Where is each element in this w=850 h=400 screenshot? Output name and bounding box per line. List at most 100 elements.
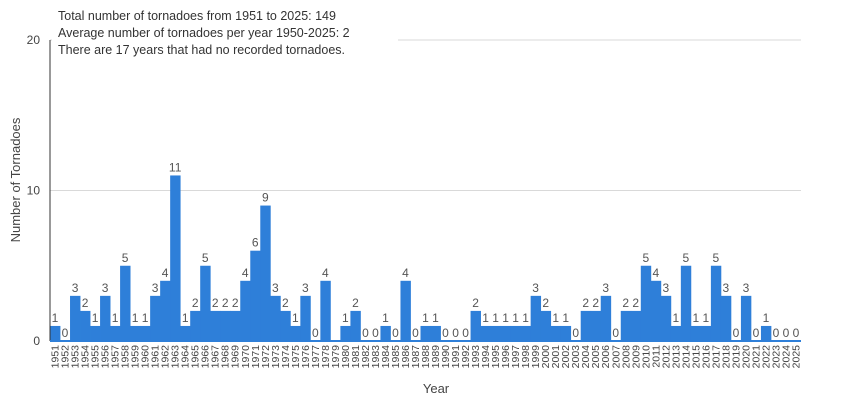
bar [490, 325, 501, 341]
x-tick-label: 1969 [230, 345, 242, 369]
bar [500, 325, 512, 341]
x-axis-title: Year [423, 381, 450, 396]
data-label: 3 [662, 281, 669, 295]
x-tick-label: 2022 [760, 345, 772, 369]
bar [740, 295, 752, 341]
bar [350, 310, 361, 341]
data-label: 0 [392, 326, 399, 340]
x-tick-label: 2005 [590, 345, 602, 369]
x-tick-label: 2007 [610, 345, 622, 369]
x-tick-label: 1988 [420, 345, 432, 369]
x-tick-label: 2004 [580, 345, 592, 369]
data-label: 4 [652, 266, 659, 280]
data-label: 3 [743, 281, 750, 295]
x-tick-label: 1958 [120, 345, 132, 369]
x-tick-label: 1957 [110, 345, 122, 369]
x-tick-label: 1999 [530, 345, 542, 369]
data-label: 3 [272, 281, 279, 295]
bar [580, 310, 592, 341]
x-tick-label: 1973 [270, 345, 282, 369]
data-label: 4 [322, 266, 329, 280]
bar [620, 310, 632, 341]
data-label: 0 [462, 326, 469, 340]
x-tick-label: 1992 [460, 345, 472, 369]
x-tick-label: 2010 [640, 345, 652, 369]
x-tick-label: 1981 [350, 345, 362, 369]
bar [340, 325, 351, 341]
x-tick-label: 1996 [500, 345, 512, 369]
bar [660, 295, 672, 341]
data-label: 1 [92, 311, 99, 325]
data-label: 0 [372, 326, 379, 340]
x-tick-label: 1987 [410, 345, 422, 369]
data-label: 0 [773, 326, 780, 340]
data-label: 0 [793, 326, 800, 340]
x-tick-label: 2018 [720, 345, 732, 369]
bar [70, 295, 81, 341]
data-label: 3 [602, 281, 609, 295]
x-tick-label: 1986 [400, 345, 412, 369]
x-tick-label: 2020 [740, 345, 752, 369]
bar [150, 295, 161, 341]
x-tick-label: 1991 [450, 345, 462, 369]
bar [280, 310, 291, 341]
bar [250, 250, 261, 341]
data-label: 3 [532, 281, 539, 295]
annotation-total: Total number of tornadoes from 1951 to 2… [58, 9, 336, 23]
data-label: 2 [632, 296, 639, 310]
bar [530, 295, 542, 341]
data-label: 0 [362, 326, 369, 340]
data-label: 2 [192, 296, 199, 310]
data-label: 1 [703, 311, 710, 325]
x-tick-label: 1985 [390, 345, 402, 369]
data-label: 3 [102, 281, 109, 295]
bar [190, 310, 201, 341]
bar [270, 295, 281, 341]
x-tick-label: 2013 [670, 345, 682, 369]
data-label: 3 [152, 281, 159, 295]
data-label: 3 [72, 281, 79, 295]
data-label: 11 [169, 160, 182, 174]
x-tick-label: 1971 [250, 345, 262, 369]
data-label: 0 [442, 326, 449, 340]
x-tick-label: 2001 [550, 345, 562, 369]
data-label: 2 [542, 296, 549, 310]
bar-layer [50, 175, 772, 341]
x-tick-label: 1951 [50, 345, 62, 369]
data-label: 1 [693, 311, 700, 325]
x-tick-label: 1956 [100, 345, 112, 369]
bar [160, 280, 171, 341]
bar [680, 265, 692, 341]
data-label: 1 [292, 311, 299, 325]
bar [760, 325, 772, 341]
x-tick-label: 1977 [310, 345, 322, 369]
data-label: 1 [142, 311, 149, 325]
x-tick-label: 1993 [470, 345, 482, 369]
x-tick-label: 1953 [70, 345, 82, 369]
x-tick-label: 1960 [140, 345, 152, 369]
data-label: 1 [552, 311, 559, 325]
x-tick-label: 1997 [510, 345, 522, 369]
bar [630, 310, 642, 341]
data-label: 1 [422, 311, 429, 325]
x-tick-label: 1982 [360, 345, 372, 369]
x-tick-label: 1980 [340, 345, 352, 369]
x-tick-label: 2025 [790, 345, 802, 369]
bar [700, 325, 712, 341]
bar [100, 295, 111, 341]
y-axis-title: Number of Tornadoes [8, 117, 23, 242]
bar [50, 325, 61, 341]
x-tick-label: 1964 [180, 345, 192, 369]
bar [220, 310, 231, 341]
data-label: 1 [342, 311, 349, 325]
y-tick-label: 20 [27, 33, 41, 47]
x-tick-label: 2000 [540, 345, 552, 369]
x-tick-label: 1968 [220, 345, 232, 369]
data-label: 0 [753, 326, 760, 340]
bar [590, 310, 602, 341]
x-tick-label: 2008 [620, 345, 632, 369]
x-tick-label: 1989 [430, 345, 442, 369]
x-tick-label: 2003 [570, 345, 582, 369]
